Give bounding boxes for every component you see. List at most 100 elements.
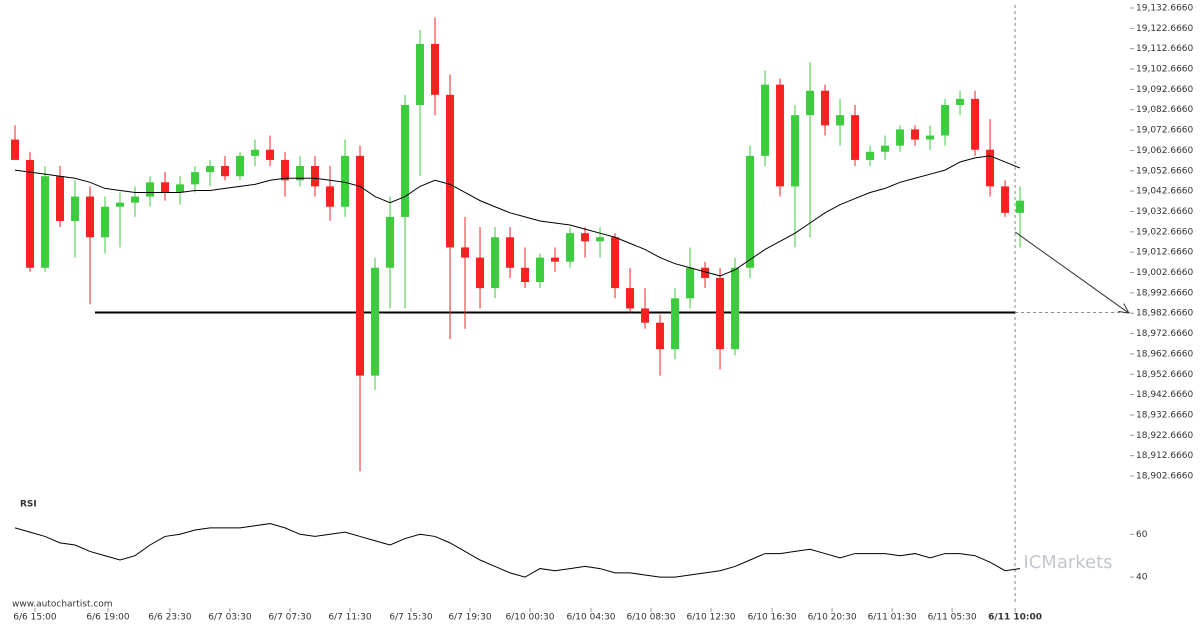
- x-tick-label: 6/7 15:30: [389, 613, 433, 623]
- candle-body: [281, 159, 290, 181]
- candle-body: [851, 115, 860, 160]
- y-tick-label: 19,042.6660: [1136, 187, 1194, 197]
- y-tick-label: 18,932.6660: [1136, 410, 1194, 420]
- candle-body: [491, 237, 500, 289]
- candle-body: [266, 149, 275, 160]
- candle-body: [641, 308, 650, 323]
- x-tick-label: 6/11 05:30: [928, 613, 977, 623]
- forecast-arrow: [1014, 231, 1128, 313]
- y-tick-label: 19,002.6660: [1136, 268, 1194, 278]
- candle-body: [896, 129, 905, 146]
- candle-body: [206, 166, 215, 173]
- candle-body: [386, 216, 395, 268]
- y-tick-label: 18,982.6660: [1136, 309, 1194, 319]
- rsi-line: [14, 523, 1021, 578]
- candle-body: [101, 206, 110, 238]
- candle-body: [881, 145, 890, 152]
- y-tick-label: 18,962.6660: [1136, 349, 1194, 359]
- watermark: ICMarkets: [1023, 552, 1112, 573]
- candle-body: [251, 149, 260, 156]
- candle-body: [341, 155, 350, 207]
- x-tick-label: 6/10 12:30: [687, 613, 736, 623]
- candle-body: [236, 155, 245, 177]
- y-tick-label: 18,922.6660: [1136, 431, 1194, 441]
- candle-body: [1016, 200, 1025, 213]
- source: www.autochartist.com: [12, 600, 113, 610]
- y-tick-label: 18,952.6660: [1136, 370, 1194, 380]
- candle-body: [836, 115, 845, 126]
- candle-body: [566, 233, 575, 262]
- y-tick-label: 19,062.6660: [1136, 146, 1194, 156]
- y-tick-label: 19,082.6660: [1136, 105, 1194, 115]
- y-tick-label: 19,122.6660: [1136, 24, 1194, 34]
- candle-body: [311, 166, 320, 187]
- x-tick-label: 6/10 04:30: [567, 613, 616, 623]
- y-tick-label: 18,942.6660: [1136, 390, 1194, 400]
- candle-body: [371, 267, 380, 376]
- candle-body: [776, 84, 785, 187]
- candle-body: [956, 98, 965, 105]
- candle-body: [131, 196, 140, 203]
- candle-body: [806, 90, 815, 116]
- y-tick-label: 18,992.6660: [1136, 288, 1194, 298]
- y-tick-label: 19,072.6660: [1136, 126, 1194, 136]
- y-tick-label: 18,972.6660: [1136, 329, 1194, 339]
- candle-body: [926, 135, 935, 140]
- candle-body: [86, 196, 95, 238]
- x-tick-label: 6/6 23:30: [148, 613, 192, 623]
- candle-body: [401, 104, 410, 217]
- y-tick-label: 19,132.6660: [1136, 4, 1194, 14]
- y-tick-label: 19,052.6660: [1136, 166, 1194, 176]
- x-tick-label: 6/6 15:00: [13, 613, 57, 623]
- candle-body: [521, 267, 530, 283]
- candle-body: [176, 184, 185, 193]
- rsi-tick-label: 40: [1136, 573, 1148, 583]
- x-tick-label: 6/10 08:30: [627, 613, 676, 623]
- candle-body: [911, 129, 920, 140]
- candle-body: [56, 176, 65, 221]
- y-tick-label: 19,022.6660: [1136, 227, 1194, 237]
- x-tick-label: 6/7 19:30: [448, 613, 492, 623]
- candle-body: [581, 233, 590, 242]
- moving-average: [14, 155, 1021, 277]
- candle-body: [161, 182, 170, 193]
- candle-body: [506, 237, 515, 268]
- candle-body: [656, 322, 665, 350]
- candle-body: [791, 115, 800, 187]
- x-tick-label: 6/7 03:30: [208, 613, 252, 623]
- candle-body: [1001, 186, 1010, 213]
- y-tick-label: 19,102.6660: [1136, 65, 1194, 75]
- candle-body: [26, 159, 35, 268]
- candle-body: [596, 237, 605, 242]
- candle-body: [41, 176, 50, 268]
- y-tick-label: 18,902.6660: [1136, 472, 1194, 482]
- candle-body: [431, 43, 440, 95]
- candle-body: [731, 267, 740, 350]
- candle-body: [416, 43, 425, 105]
- rsi-title: RSI: [20, 500, 37, 510]
- candle-body: [191, 172, 200, 185]
- x-tick-label: 6/6 19:00: [86, 613, 130, 623]
- candle-body: [761, 84, 770, 156]
- rsi-tick-label: 60: [1136, 530, 1148, 540]
- y-tick-label: 19,092.6660: [1136, 85, 1194, 95]
- y-tick-label: 19,012.6660: [1136, 248, 1194, 258]
- x-tick-label: 6/7 07:30: [268, 613, 312, 623]
- y-tick-label: 18,912.6660: [1136, 451, 1194, 461]
- candle-body: [461, 247, 470, 258]
- candle-body: [971, 98, 980, 150]
- x-tick-label: 6/11 01:30: [868, 613, 917, 623]
- candle-body: [476, 257, 485, 289]
- candle-body: [71, 196, 80, 221]
- candle-body: [551, 257, 560, 262]
- candle-body: [671, 298, 680, 350]
- x-tick-label: 6/7 11:30: [328, 613, 372, 623]
- x-tick-label: 6/10 16:30: [748, 613, 797, 623]
- candle-body: [446, 94, 455, 248]
- candle-body: [821, 90, 830, 126]
- x-tick-label: 6/11 10:00: [988, 613, 1042, 623]
- candle-body: [986, 149, 995, 187]
- candle-body: [716, 277, 725, 350]
- y-tick-label: 19,032.6660: [1136, 207, 1194, 217]
